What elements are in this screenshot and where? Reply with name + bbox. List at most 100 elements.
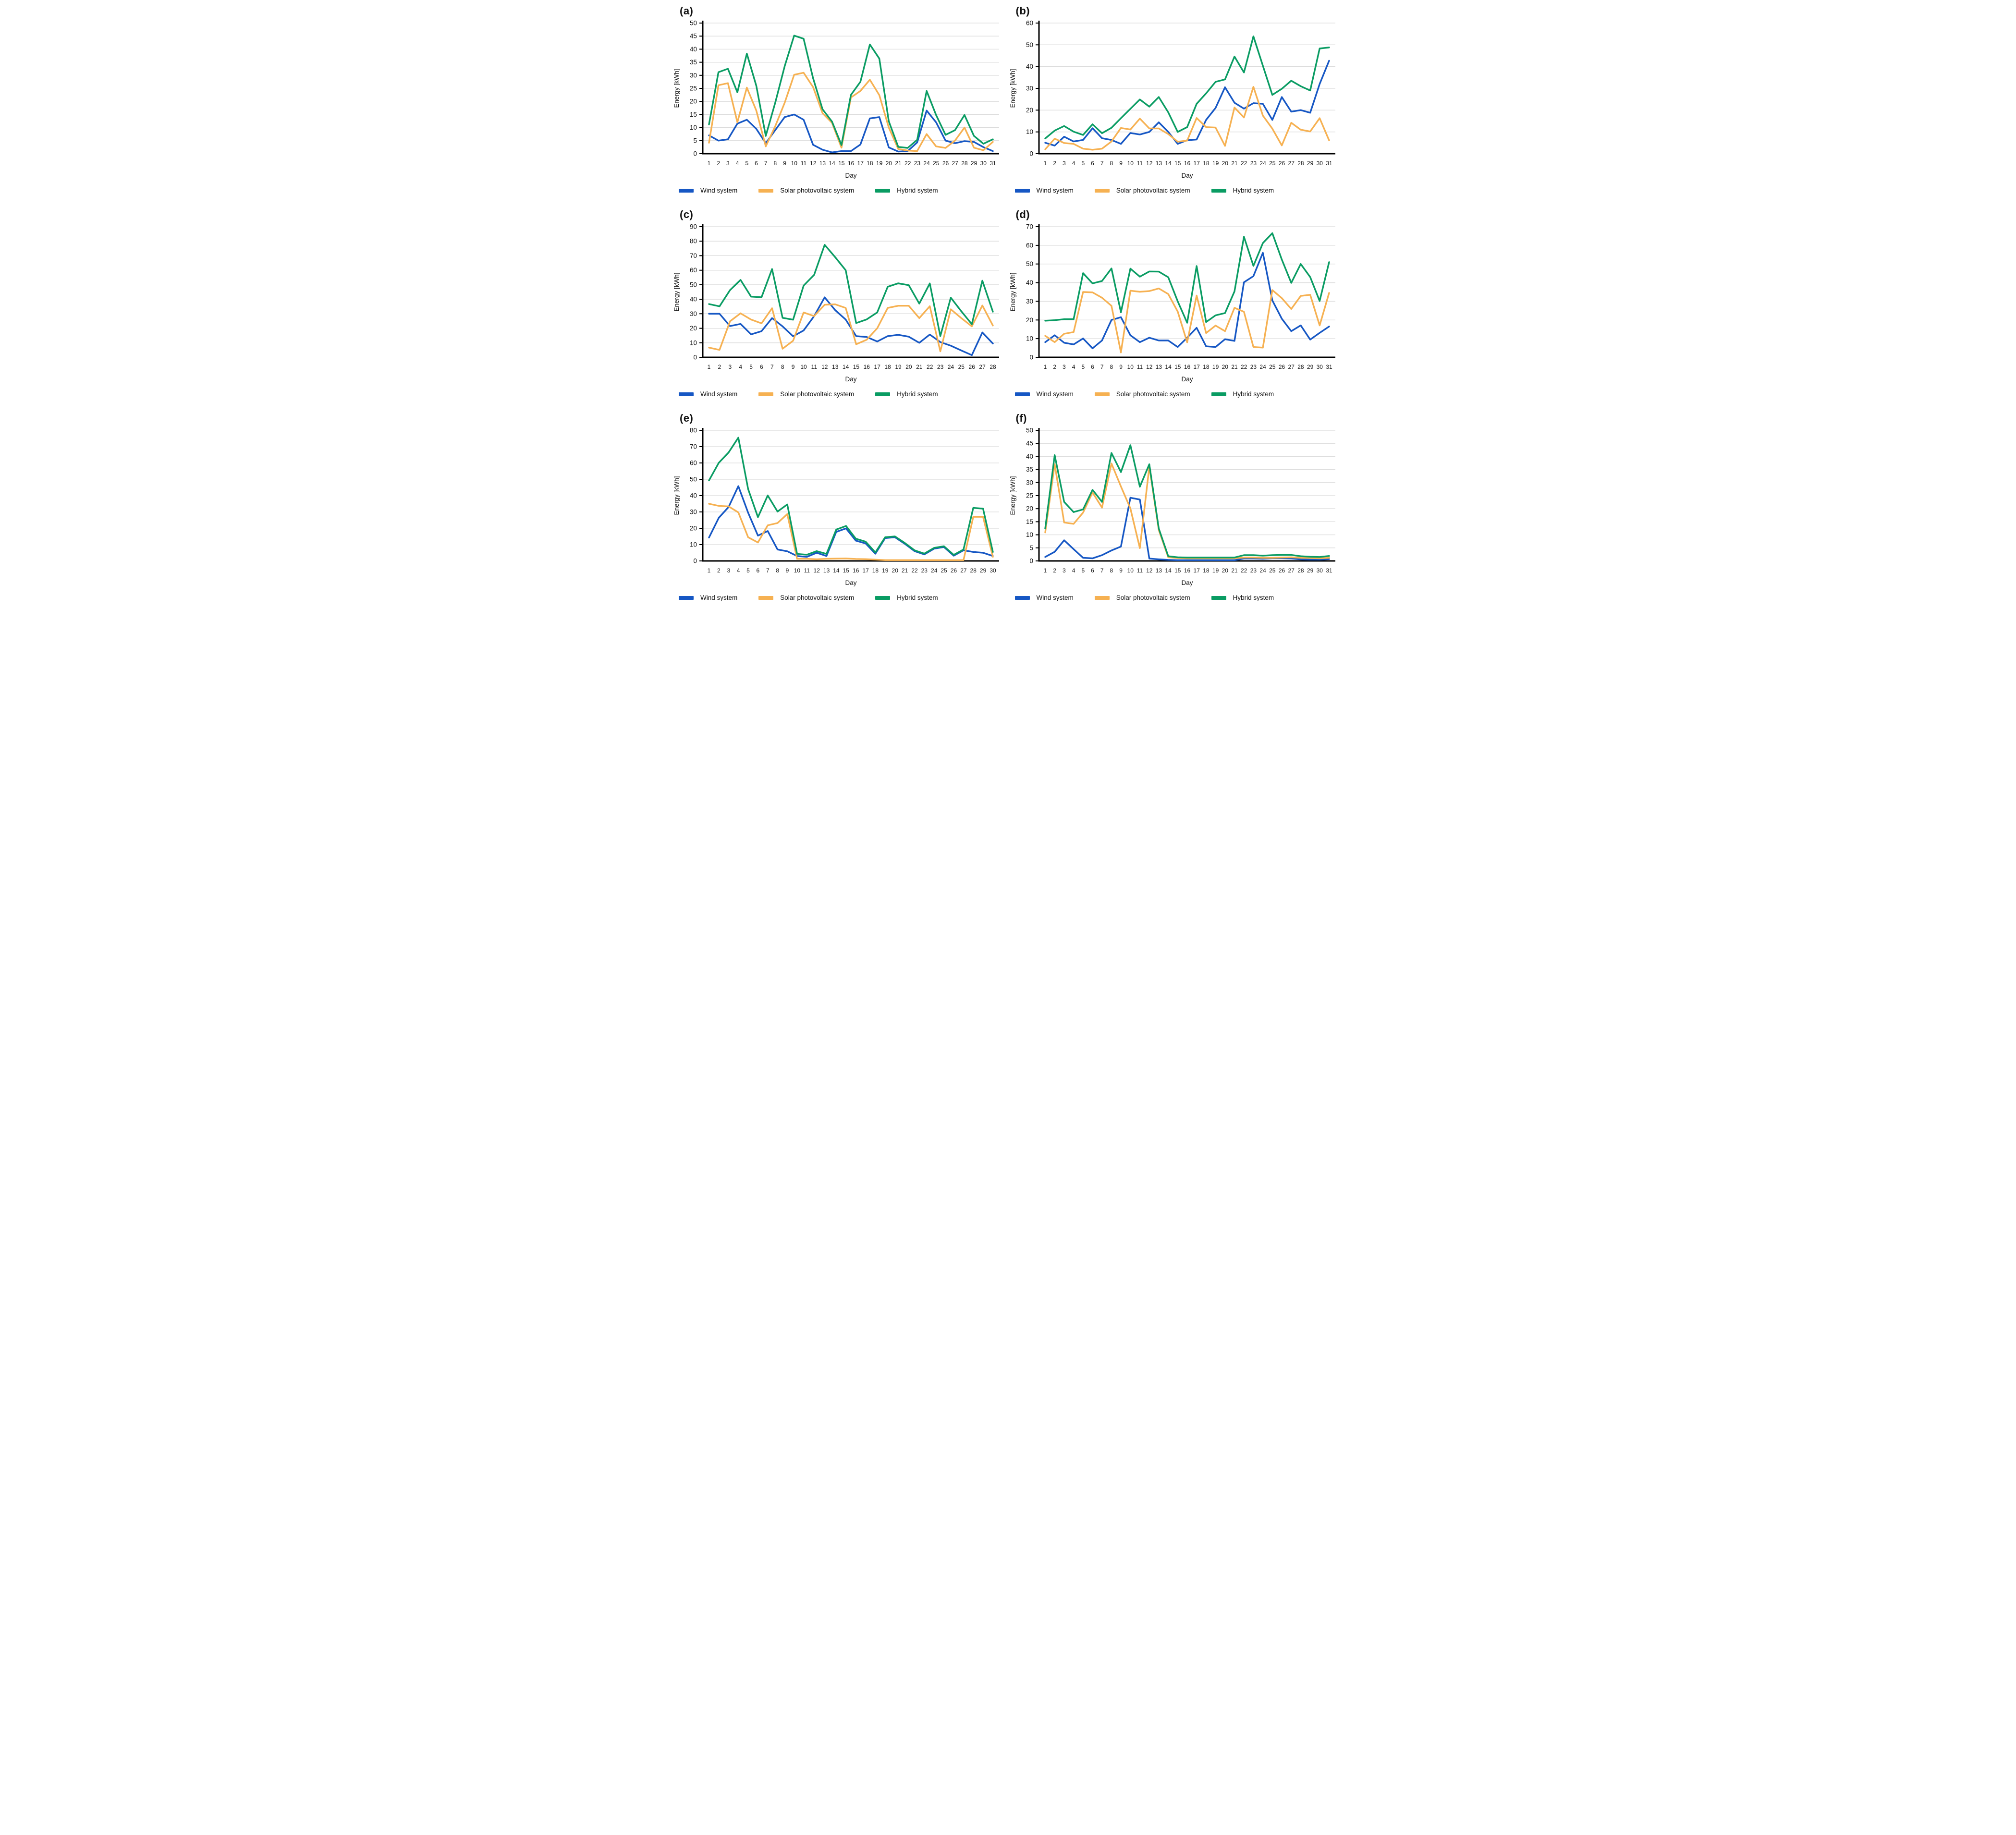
svg-text:70: 70 — [690, 252, 697, 259]
svg-text:24: 24 — [1259, 160, 1266, 167]
svg-text:12: 12 — [1146, 567, 1153, 574]
svg-text:13: 13 — [823, 567, 830, 574]
svg-text:16: 16 — [1184, 160, 1190, 167]
svg-text:50: 50 — [1026, 41, 1033, 49]
legend-label-wind: Wind system — [700, 390, 738, 398]
svg-text:5: 5 — [693, 137, 697, 144]
svg-text:7: 7 — [1100, 567, 1103, 574]
svg-text:2: 2 — [718, 364, 721, 370]
svg-text:7: 7 — [764, 160, 768, 167]
svg-text:50: 50 — [690, 281, 697, 288]
svg-text:15: 15 — [853, 364, 860, 370]
svg-text:50: 50 — [690, 476, 697, 483]
svg-text:13: 13 — [819, 160, 826, 167]
svg-text:3: 3 — [1063, 364, 1066, 370]
svg-text:60: 60 — [690, 267, 697, 274]
legend-label-wind: Wind system — [700, 594, 738, 601]
svg-text:14: 14 — [833, 567, 840, 574]
legend-label-hybrid: Hybrid system — [1233, 594, 1274, 601]
svg-text:6: 6 — [1091, 160, 1094, 167]
svg-text:Day: Day — [845, 376, 856, 383]
svg-text:10: 10 — [1026, 531, 1033, 538]
legend-item-wind: Wind system — [1014, 390, 1074, 398]
svg-text:14: 14 — [843, 364, 849, 370]
svg-text:21: 21 — [916, 364, 923, 370]
svg-text:19: 19 — [1212, 567, 1219, 574]
svg-text:70: 70 — [690, 443, 697, 450]
svg-text:31: 31 — [1326, 364, 1332, 370]
svg-text:3: 3 — [1063, 567, 1066, 574]
svg-text:21: 21 — [895, 160, 902, 167]
svg-text:24: 24 — [948, 364, 954, 370]
legend-label-hybrid: Hybrid system — [897, 594, 938, 601]
solar-series-swatch — [758, 595, 774, 600]
svg-text:24: 24 — [1259, 567, 1266, 574]
legend-item-wind: Wind system — [1014, 594, 1074, 601]
figure-grid: (a) 0 5 10 15 20 25 30 35 40 45 50 1 2 3 4 5 6 7 8 9 10 11 12 1… — [672, 0, 1344, 611]
svg-text:25: 25 — [933, 160, 940, 167]
svg-text:11: 11 — [811, 364, 818, 370]
legend-label-hybrid: Hybrid system — [1233, 390, 1274, 398]
svg-text:21: 21 — [1231, 364, 1238, 370]
svg-text:27: 27 — [960, 567, 967, 574]
legend-f: Wind system Solar photovoltaic system Hy… — [1008, 594, 1344, 601]
svg-text:Energy [kWh]: Energy [kWh] — [673, 69, 680, 108]
legend-item-solar: Solar photovoltaic system — [1094, 594, 1190, 601]
svg-text:11: 11 — [1136, 364, 1143, 370]
chart-panel-a: (a) 0 5 10 15 20 25 30 35 40 45 50 1 2 3 4 5 6 7 8 9 10 11 12 1… — [672, 0, 1008, 204]
svg-text:7: 7 — [1100, 364, 1103, 370]
svg-text:9: 9 — [1119, 364, 1123, 370]
svg-text:20: 20 — [690, 325, 697, 332]
svg-text:30: 30 — [1026, 85, 1033, 92]
svg-text:21: 21 — [1231, 160, 1238, 167]
svg-text:20: 20 — [1222, 364, 1228, 370]
svg-text:3: 3 — [728, 364, 732, 370]
svg-text:20: 20 — [886, 160, 892, 167]
chart-panel-b: (b) 0 10 20 30 40 50 60 1 2 3 4 5 6 7 8 9 10 11 12 13 14 15 16… — [1008, 0, 1344, 204]
legend-label-hybrid: Hybrid system — [1233, 187, 1274, 194]
legend-d: Wind system Solar photovoltaic system Hy… — [1008, 390, 1344, 398]
panel-letter-a: (a) — [680, 5, 694, 17]
svg-text:16: 16 — [864, 364, 870, 370]
svg-text:19: 19 — [1212, 364, 1219, 370]
svg-text:25: 25 — [1269, 160, 1276, 167]
svg-text:11: 11 — [1136, 160, 1143, 167]
svg-text:0: 0 — [1029, 354, 1033, 361]
svg-text:10: 10 — [1026, 335, 1033, 342]
hybrid-series-swatch — [1211, 392, 1226, 396]
svg-text:5: 5 — [1081, 160, 1085, 167]
svg-text:5: 5 — [1029, 544, 1033, 551]
svg-text:30: 30 — [1026, 298, 1033, 305]
svg-text:24: 24 — [923, 160, 930, 167]
svg-text:28: 28 — [1297, 364, 1304, 370]
svg-text:2: 2 — [1053, 160, 1056, 167]
svg-text:10: 10 — [1127, 160, 1134, 167]
legend-label-wind: Wind system — [1036, 390, 1074, 398]
svg-text:Energy [kWh]: Energy [kWh] — [1009, 476, 1016, 515]
svg-text:4: 4 — [1072, 364, 1075, 370]
svg-text:8: 8 — [774, 160, 777, 167]
svg-text:10: 10 — [690, 124, 697, 131]
svg-text:Energy [kWh]: Energy [kWh] — [1009, 69, 1016, 108]
svg-text:5: 5 — [1081, 567, 1085, 574]
svg-text:Day: Day — [1181, 376, 1193, 383]
legend-item-wind: Wind system — [679, 187, 737, 194]
svg-text:26: 26 — [1278, 364, 1285, 370]
svg-text:17: 17 — [1193, 567, 1200, 574]
solar-series-swatch — [758, 392, 774, 396]
legend-item-wind: Wind system — [1014, 187, 1074, 194]
svg-text:4: 4 — [739, 364, 742, 370]
svg-text:15: 15 — [1174, 567, 1181, 574]
svg-text:8: 8 — [781, 364, 784, 370]
svg-text:12: 12 — [821, 364, 828, 370]
svg-text:2: 2 — [717, 160, 720, 167]
svg-text:23: 23 — [1250, 160, 1257, 167]
hybrid-series-swatch — [875, 188, 891, 193]
hybrid-series-swatch — [1211, 188, 1226, 193]
svg-text:30: 30 — [690, 509, 697, 516]
svg-text:23: 23 — [914, 160, 921, 167]
svg-text:11: 11 — [804, 567, 810, 574]
svg-text:1: 1 — [1043, 160, 1047, 167]
